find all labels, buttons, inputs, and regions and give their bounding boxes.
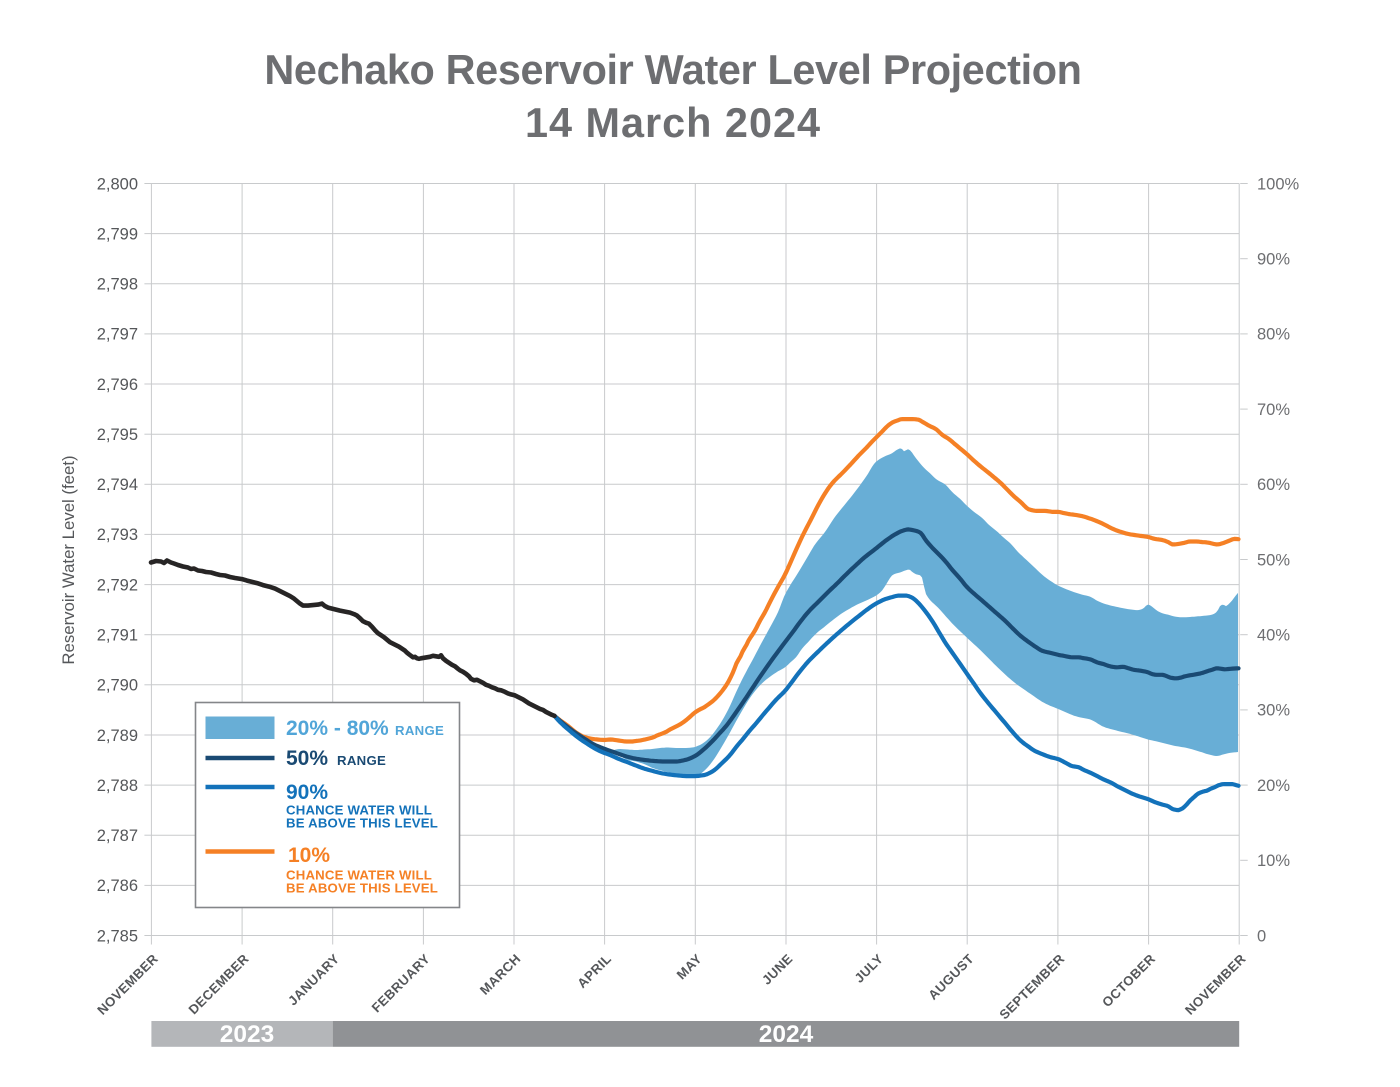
svg-text:2,791: 2,791 [97,627,138,645]
svg-text:20% - 80%: 20% - 80% [286,717,389,740]
svg-text:10%: 10% [1257,852,1290,870]
svg-text:0: 0 [1257,927,1266,945]
svg-text:50%: 50% [286,747,328,770]
svg-text:RANGE: RANGE [337,753,386,768]
svg-text:90%: 90% [1257,251,1290,269]
svg-text:Reservoir Water Level (feet): Reservoir Water Level (feet) [59,455,78,664]
svg-text:90%: 90% [286,781,328,804]
svg-text:2,785: 2,785 [97,927,138,945]
svg-text:BE ABOVE THIS LEVEL: BE ABOVE THIS LEVEL [286,816,438,831]
svg-text:20%: 20% [1257,777,1290,795]
svg-text:60%: 60% [1257,476,1290,494]
svg-text:2,797: 2,797 [97,326,138,344]
svg-text:2,788: 2,788 [97,777,138,795]
svg-text:10%: 10% [288,844,330,867]
svg-text:RANGE: RANGE [395,723,444,738]
svg-text:CHANCE WATER WILL: CHANCE WATER WILL [286,803,432,818]
svg-text:BE ABOVE THIS LEVEL: BE ABOVE THIS LEVEL [286,881,438,896]
svg-text:2,792: 2,792 [97,576,138,594]
svg-text:80%: 80% [1257,326,1290,344]
svg-text:30%: 30% [1257,702,1290,720]
svg-text:2,786: 2,786 [97,877,138,895]
svg-text:40%: 40% [1257,627,1290,645]
svg-text:2,795: 2,795 [97,426,138,444]
svg-text:2,794: 2,794 [97,476,138,494]
svg-text:70%: 70% [1257,401,1290,419]
svg-text:2,789: 2,789 [97,727,138,745]
svg-text:Nechako Reservoir Water Level: Nechako Reservoir Water Level Projection [264,47,1081,93]
svg-text:2024: 2024 [759,1021,814,1048]
svg-text:2,790: 2,790 [97,677,138,695]
svg-text:2,796: 2,796 [97,376,138,394]
svg-text:2,799: 2,799 [97,225,138,243]
svg-text:2,787: 2,787 [97,827,138,845]
svg-text:14 March 2024: 14 March 2024 [525,100,821,146]
svg-text:2,798: 2,798 [97,276,138,294]
svg-text:2,793: 2,793 [97,526,138,544]
svg-text:100%: 100% [1257,175,1300,193]
svg-text:2,800: 2,800 [97,175,138,193]
svg-text:50%: 50% [1257,551,1290,569]
svg-text:2023: 2023 [220,1021,275,1048]
svg-text:CHANCE WATER WILL: CHANCE WATER WILL [286,868,432,883]
